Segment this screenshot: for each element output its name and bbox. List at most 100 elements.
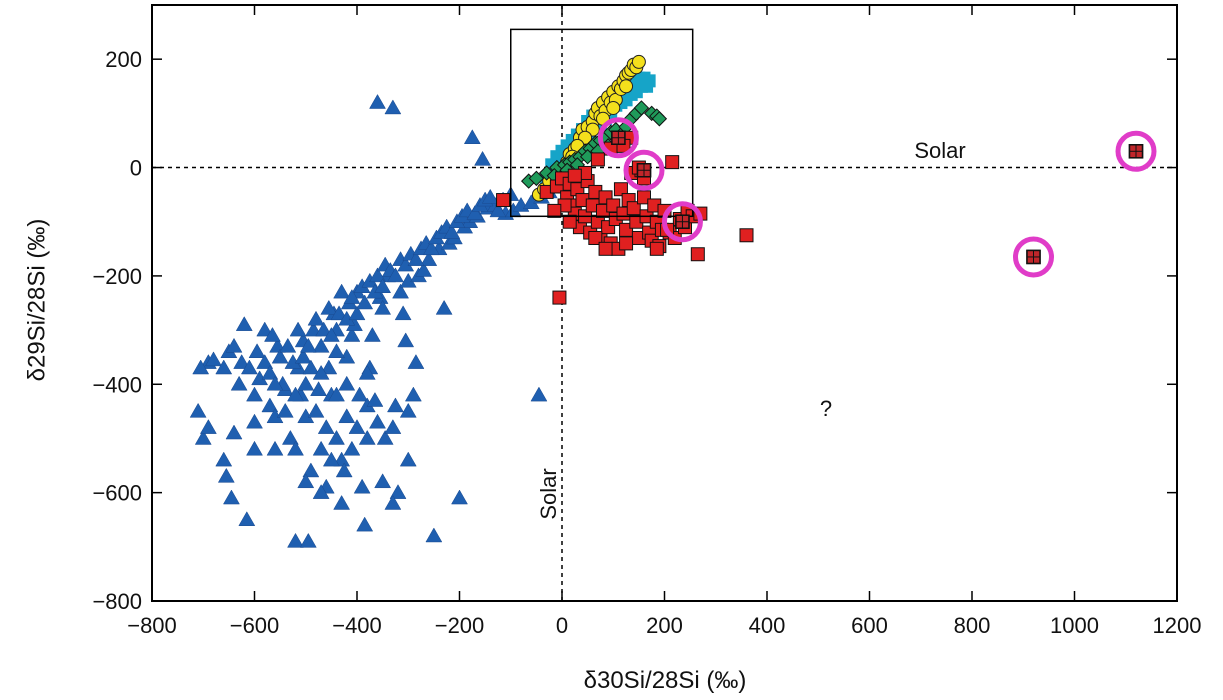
triangle-marker (330, 305, 348, 321)
triangle-marker (343, 327, 361, 342)
triangle-marker (348, 419, 366, 434)
square-marker (619, 93, 633, 107)
triangle-marker (307, 310, 325, 326)
triangle-marker (489, 202, 507, 218)
triangle-marker (392, 283, 409, 299)
triangle-marker (399, 402, 417, 418)
square-marker (665, 155, 680, 170)
triangle-marker (369, 413, 386, 429)
square-marker (590, 152, 605, 167)
circle-marker (631, 54, 646, 69)
triangle-marker (387, 397, 404, 413)
square-marker (552, 290, 567, 305)
triangle-marker (369, 267, 386, 283)
square-marker (562, 214, 577, 229)
triangle-marker (248, 343, 266, 359)
triangle-marker (302, 359, 320, 375)
x-tick-label: 200 (646, 613, 683, 638)
triangle-marker (235, 316, 253, 331)
triangle-marker (225, 424, 243, 440)
x-tick-label: −800 (127, 613, 177, 638)
y-tick-label: −200 (92, 264, 142, 289)
triangle-marker (287, 532, 304, 548)
triangle-marker (399, 451, 417, 467)
triangle-marker (374, 299, 392, 315)
triangle-marker (261, 397, 279, 413)
triangle-marker (343, 440, 361, 456)
triangle-marker (348, 305, 366, 321)
triangle-marker (356, 294, 374, 310)
solar-horizontal-label: Solar (914, 138, 965, 163)
x-tick-label: −400 (332, 613, 382, 638)
triangle-marker (389, 484, 407, 499)
triangle-marker (317, 419, 335, 434)
triangle-marker (310, 381, 327, 396)
triangle-marker (271, 348, 289, 364)
square-marker (649, 241, 664, 256)
triangle-marker (223, 489, 240, 505)
highlight-circle (661, 201, 703, 243)
triangle-marker (315, 321, 333, 337)
triangle-marker (256, 321, 274, 337)
triangle-marker (266, 375, 284, 391)
plot-frame (151, 4, 1178, 602)
triangle-marker (328, 429, 345, 445)
triangle-marker (320, 359, 338, 375)
triangle-marker (463, 129, 481, 144)
axes-layer: −800 −600 −400 −200 0 200 400 600 800 1000 1200 −80… (92, 5, 1201, 638)
triangle-marker (451, 489, 468, 505)
hatched-square-marker (1128, 144, 1144, 159)
triangle-marker (376, 429, 394, 445)
triangle-marker (384, 419, 402, 434)
square-marker (496, 193, 511, 208)
square-marker (547, 203, 562, 218)
triangle-marker (387, 267, 404, 283)
highlight-circle (623, 149, 665, 191)
triangle-marker (530, 386, 548, 402)
y-tick-label: 200 (105, 47, 142, 72)
triangle-marker (233, 354, 251, 369)
square-marker (567, 168, 582, 183)
triangle-marker (297, 375, 315, 391)
triangle-marker (312, 440, 330, 456)
triangle-marker (420, 251, 438, 266)
square-marker (626, 201, 641, 216)
square-marker (739, 228, 754, 243)
triangle-marker (481, 188, 499, 204)
hatched-square-marker (611, 130, 626, 145)
triangle-marker (225, 337, 243, 353)
triangle-marker (338, 408, 356, 424)
triangle-marker (384, 99, 402, 115)
triangle-marker (322, 327, 340, 342)
square-marker (613, 182, 628, 197)
triangle-marker (407, 354, 425, 369)
square-marker (634, 79, 648, 93)
solar-vertical-label: Solar (536, 468, 561, 519)
triangle-marker (374, 278, 392, 293)
triangle-marker (312, 364, 330, 380)
highlight-circle (597, 117, 639, 159)
hatched-square-marker (636, 163, 652, 178)
y-tick-label: −600 (92, 481, 142, 506)
square-marker (598, 241, 613, 256)
square-marker (588, 230, 603, 245)
triangle-marker (366, 392, 384, 407)
triangle-marker (261, 364, 279, 380)
triangle-marker (328, 386, 345, 402)
triangle-marker (246, 440, 263, 456)
triangle-marker (404, 386, 422, 402)
triangle-marker (384, 494, 402, 510)
triangle-marker (422, 240, 440, 256)
triangle-marker (246, 386, 263, 402)
diamond-marker (528, 170, 545, 187)
triangle-marker (335, 462, 353, 478)
circle-marker (606, 100, 621, 115)
x-tick-label: −600 (230, 613, 280, 638)
triangle-marker (356, 516, 374, 532)
x-tick-label: 1200 (1153, 613, 1202, 638)
unknown-question-label: ? (820, 396, 832, 421)
x-tick-label: 800 (954, 613, 991, 638)
highlight-circle (1013, 236, 1054, 278)
triangle-marker (407, 251, 425, 266)
triangle-marker (312, 337, 330, 353)
